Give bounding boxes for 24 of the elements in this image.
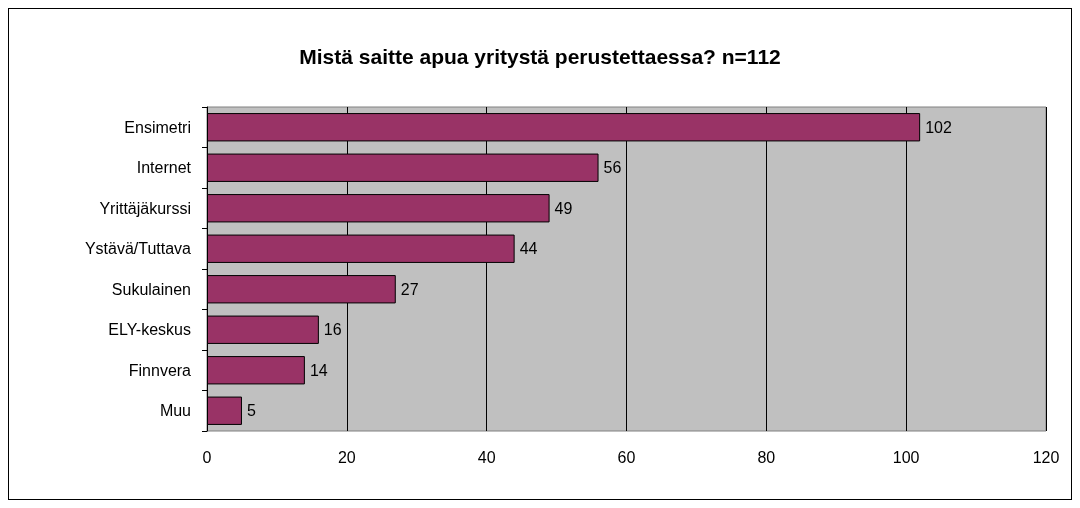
x-tick-label: 100	[892, 448, 920, 466]
y-tick-label: Ensimetri	[124, 118, 191, 136]
y-tick-label: Ystävä/Tuttava	[84, 240, 192, 258]
data-label: 27	[400, 280, 419, 298]
data-label: 5	[246, 402, 256, 420]
x-tick-label: 120	[1032, 448, 1060, 466]
data-label: 44	[519, 240, 538, 258]
data-label: 56	[603, 159, 622, 177]
y-tick-label: ELY-keskus	[108, 321, 191, 339]
x-tick-label: 40	[477, 448, 496, 466]
x-tick-label: 0	[202, 448, 212, 466]
chart-title: Mistä saitte apua yritystä perustettaessa? n=112	[299, 45, 781, 68]
data-label: 49	[554, 199, 573, 217]
y-tick-label: Yrittäjäkurssi	[99, 199, 191, 217]
data-label: 16	[323, 321, 342, 339]
data-label: 102	[925, 118, 952, 136]
y-tick-label: Internet	[136, 159, 192, 177]
y-tick-label: Sukulainen	[111, 280, 191, 298]
data-label: 14	[309, 361, 328, 379]
y-tick-label: Finnvera	[128, 361, 192, 379]
x-tick-label: 80	[757, 448, 776, 466]
y-tick-label: Muu	[159, 402, 191, 420]
x-tick-label: 20	[337, 448, 356, 466]
x-tick-label: 60	[617, 448, 636, 466]
